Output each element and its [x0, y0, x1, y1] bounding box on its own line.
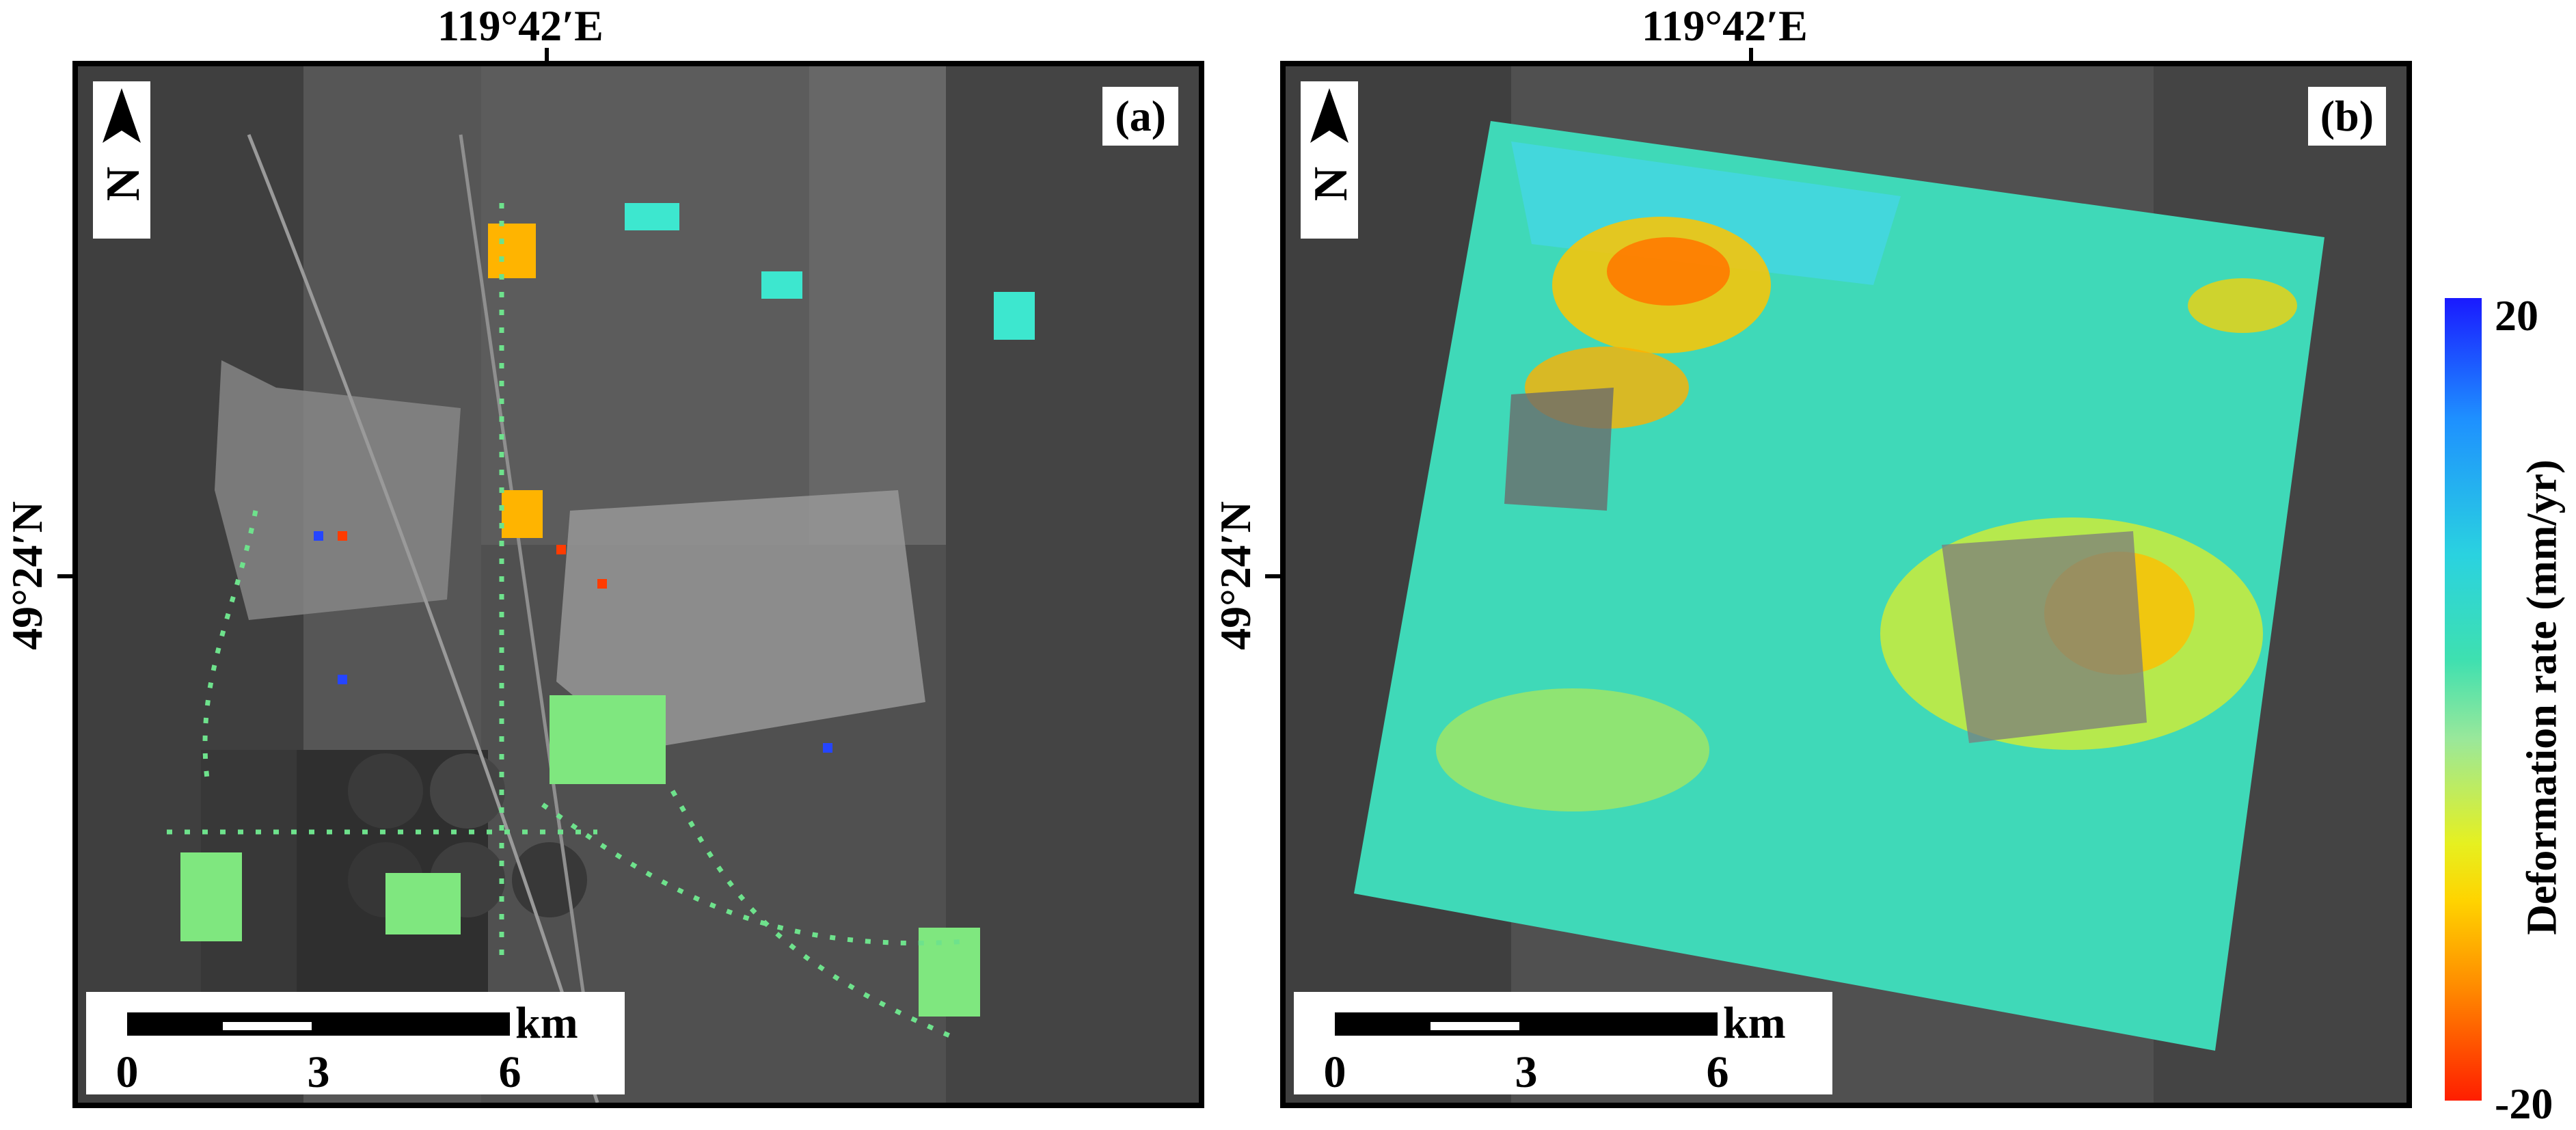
north-arrow-a: N	[93, 81, 150, 239]
scale-bar-inner	[223, 1022, 312, 1030]
scale-tick-6: 6	[1706, 1047, 1729, 1097]
latitude-tick-b	[1265, 574, 1282, 578]
scale-bar-graphic	[127, 1012, 510, 1036]
panel-label-b: (b)	[2307, 87, 2386, 146]
latitude-label-b: 49°24′N	[1211, 501, 1260, 650]
panel-label-a: (a)	[1102, 87, 1178, 146]
deformation-raster-b	[1286, 66, 2406, 1103]
scale-unit-label: km	[515, 998, 578, 1048]
north-arrow-icon: N	[97, 88, 150, 202]
north-arrow-b: N	[1301, 81, 1358, 239]
scale-tick-0: 0	[1323, 1047, 1346, 1097]
svg-text:N: N	[97, 167, 150, 202]
colorbar-title: Deformation rate (mm/yr)	[2519, 459, 2566, 935]
colorbar	[2445, 298, 2482, 1101]
scale-tick-6: 6	[498, 1047, 521, 1097]
latitude-label-a: 49°24′N	[3, 501, 51, 650]
longitude-label-b: 119°42′E	[1642, 1, 1808, 50]
svg-text:N: N	[1305, 167, 1357, 202]
map-panel-a: N (a) km 0 3 6	[72, 61, 1204, 1108]
longitude-tick-b	[1749, 48, 1753, 63]
map-panel-b: N (b) km 0 3 6	[1280, 61, 2412, 1108]
scale-bar-a: km 0 3 6	[86, 992, 625, 1097]
satellite-basemap-a	[78, 66, 1199, 1103]
scale-unit-label: km	[1723, 998, 1786, 1048]
longitude-label-a: 119°42′E	[437, 1, 604, 50]
north-arrow-icon: N	[1305, 88, 1357, 202]
scale-bar-b: km 0 3 6	[1294, 992, 1832, 1097]
latitude-tick-a	[57, 574, 74, 578]
scale-bar-graphic	[1335, 1012, 1718, 1036]
scale-tick-0: 0	[116, 1047, 139, 1097]
scale-tick-3: 3	[307, 1047, 330, 1097]
colorbar-min-label: -20	[2495, 1079, 2553, 1128]
scale-tick-3: 3	[1515, 1047, 1538, 1097]
scale-bar-inner	[1431, 1022, 1519, 1030]
longitude-tick-a	[545, 48, 549, 63]
colorbar-max-label: 20	[2495, 291, 2538, 340]
